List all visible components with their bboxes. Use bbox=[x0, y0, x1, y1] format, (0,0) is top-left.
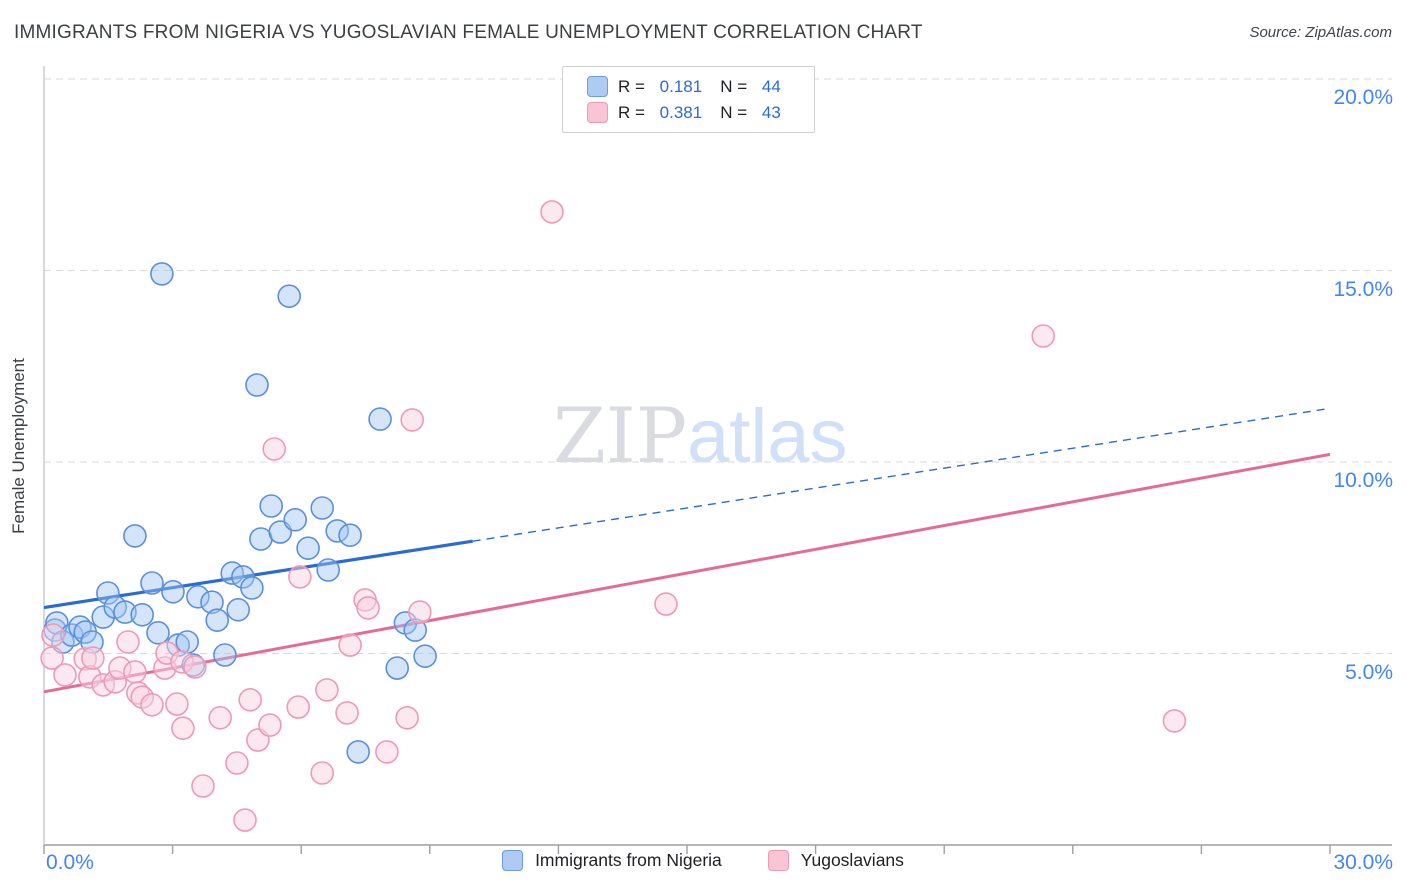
data-point-yugoslavian[interactable] bbox=[288, 565, 312, 589]
data-point-yugoslavian[interactable] bbox=[1031, 324, 1055, 348]
data-point-yugoslavian[interactable] bbox=[123, 660, 147, 684]
r-label: R = bbox=[618, 76, 650, 96]
data-point-yugoslavian[interactable] bbox=[258, 713, 282, 737]
n-label: N = bbox=[720, 76, 752, 96]
data-point-yugoslavian[interactable] bbox=[225, 751, 249, 775]
data-point-nigeria[interactable] bbox=[259, 494, 284, 518]
correlation-legend-box: R = 0.181 N = 44 R = 0.381 N = 43 bbox=[562, 66, 815, 133]
yugoslavian-swatch-icon bbox=[587, 102, 608, 123]
data-point-nigeria[interactable] bbox=[113, 600, 137, 624]
x-axis-min-label: 0.0% bbox=[46, 851, 94, 874]
data-point-nigeria[interactable] bbox=[205, 608, 229, 633]
data-point-yugoslavian[interactable] bbox=[286, 695, 311, 719]
legend-entry-label: Yugoslavians bbox=[800, 850, 904, 870]
n-label: N = bbox=[720, 102, 752, 122]
data-point-yugoslavian[interactable] bbox=[310, 761, 335, 785]
x-axis-max-label: 30.0% bbox=[1333, 851, 1393, 874]
data-point-yugoslavian[interactable] bbox=[116, 630, 140, 654]
legend-entry-nigeria: Immigrants from Nigeria bbox=[502, 850, 722, 871]
data-point-nigeria[interactable] bbox=[123, 524, 147, 548]
nigeria-swatch-icon bbox=[502, 850, 524, 871]
data-point-nigeria[interactable] bbox=[200, 590, 224, 615]
data-point-yugoslavian[interactable] bbox=[171, 716, 195, 741]
data-point-nigeria[interactable] bbox=[175, 630, 199, 654]
data-point-nigeria[interactable] bbox=[296, 536, 320, 561]
legend-entry-yugoslavian: Yugoslavians bbox=[767, 850, 904, 871]
data-point-nigeria[interactable] bbox=[325, 519, 350, 543]
data-point-yugoslavian[interactable] bbox=[335, 701, 359, 725]
legend-row-yugoslavian: R = 0.381 N = 43 bbox=[587, 102, 800, 123]
data-point-yugoslavian[interactable] bbox=[140, 692, 164, 717]
data-point-nigeria[interactable] bbox=[140, 571, 164, 595]
data-point-nigeria[interactable] bbox=[413, 644, 437, 669]
data-point-yugoslavian[interactable] bbox=[356, 596, 380, 620]
trend-line-Yugoslavians bbox=[43, 452, 1331, 694]
data-point-nigeria[interactable] bbox=[310, 496, 335, 520]
source-attribution: Source: ZipAtlas.com bbox=[1249, 24, 1392, 41]
n-value: 43 bbox=[761, 102, 781, 122]
data-point-yugoslavian[interactable] bbox=[395, 705, 419, 730]
data-point-nigeria[interactable] bbox=[130, 602, 154, 627]
data-point-nigeria[interactable] bbox=[96, 581, 120, 605]
data-point-yugoslavian[interactable] bbox=[41, 623, 65, 647]
data-point-yugoslavian[interactable] bbox=[315, 678, 339, 702]
data-point-nigeria[interactable] bbox=[240, 576, 264, 600]
r-label: R = bbox=[618, 102, 650, 122]
data-point-yugoslavian[interactable] bbox=[183, 655, 207, 679]
n-value: 44 bbox=[761, 76, 781, 96]
data-point-nigeria[interactable] bbox=[186, 584, 210, 609]
data-point-yugoslavian[interactable] bbox=[338, 633, 362, 657]
data-point-nigeria[interactable] bbox=[150, 262, 174, 286]
data-point-nigeria[interactable] bbox=[146, 620, 170, 645]
data-point-yugoslavian[interactable] bbox=[208, 705, 232, 730]
data-point-nigeria[interactable] bbox=[245, 373, 269, 397]
y-tick-label-10.0%: 10.0% bbox=[1333, 469, 1393, 492]
r-value: 0.381 bbox=[659, 102, 703, 122]
page-title: IMMIGRANTS FROM NIGERIA VS YUGOSLAVIAN F… bbox=[14, 22, 923, 43]
data-point-yugoslavian[interactable] bbox=[233, 808, 257, 832]
legend-entry-label: Immigrants from Nigeria bbox=[535, 850, 722, 870]
trend-line-dashed-Immigrants from Nigeria bbox=[472, 407, 1331, 542]
y-tick-label-5.0%: 5.0% bbox=[1345, 660, 1393, 684]
data-point-nigeria[interactable] bbox=[161, 579, 185, 604]
data-point-yugoslavian[interactable] bbox=[375, 740, 399, 764]
nigeria-swatch-icon bbox=[587, 76, 608, 97]
y-tick-label-15.0%: 15.0% bbox=[1333, 277, 1393, 301]
data-point-nigeria[interactable] bbox=[283, 507, 308, 532]
data-point-nigeria[interactable] bbox=[316, 558, 341, 582]
data-point-yugoslavian[interactable] bbox=[40, 646, 64, 670]
yugoslavian-swatch-icon bbox=[767, 850, 789, 871]
data-point-yugoslavian[interactable] bbox=[540, 200, 564, 224]
data-point-yugoslavian[interactable] bbox=[53, 663, 77, 687]
data-point-yugoslavian[interactable] bbox=[165, 692, 189, 716]
data-point-nigeria[interactable] bbox=[368, 407, 392, 431]
data-point-nigeria[interactable] bbox=[338, 523, 362, 548]
data-point-yugoslavian[interactable] bbox=[400, 408, 425, 432]
data-point-yugoslavian[interactable] bbox=[408, 600, 432, 624]
data-point-yugoslavian[interactable] bbox=[262, 437, 287, 461]
data-point-yugoslavian[interactable] bbox=[191, 774, 215, 798]
data-point-nigeria[interactable] bbox=[385, 656, 410, 680]
data-point-nigeria[interactable] bbox=[226, 597, 250, 622]
series-legend: Immigrants from Nigeria Yugoslavians bbox=[0, 850, 1406, 871]
legend-row-nigeria: R = 0.181 N = 44 bbox=[587, 76, 800, 97]
data-point-nigeria[interactable] bbox=[213, 643, 237, 667]
y-tick-label-20.0%: 20.0% bbox=[1333, 86, 1393, 109]
data-point-yugoslavian[interactable] bbox=[1162, 709, 1187, 733]
data-point-yugoslavian[interactable] bbox=[81, 646, 105, 670]
data-point-nigeria[interactable] bbox=[277, 284, 302, 309]
data-point-nigeria[interactable] bbox=[346, 740, 371, 764]
r-value: 0.181 bbox=[659, 76, 703, 96]
data-point-nigeria[interactable] bbox=[91, 605, 115, 629]
data-point-yugoslavian[interactable] bbox=[654, 592, 678, 616]
data-point-yugoslavian[interactable] bbox=[238, 687, 262, 712]
